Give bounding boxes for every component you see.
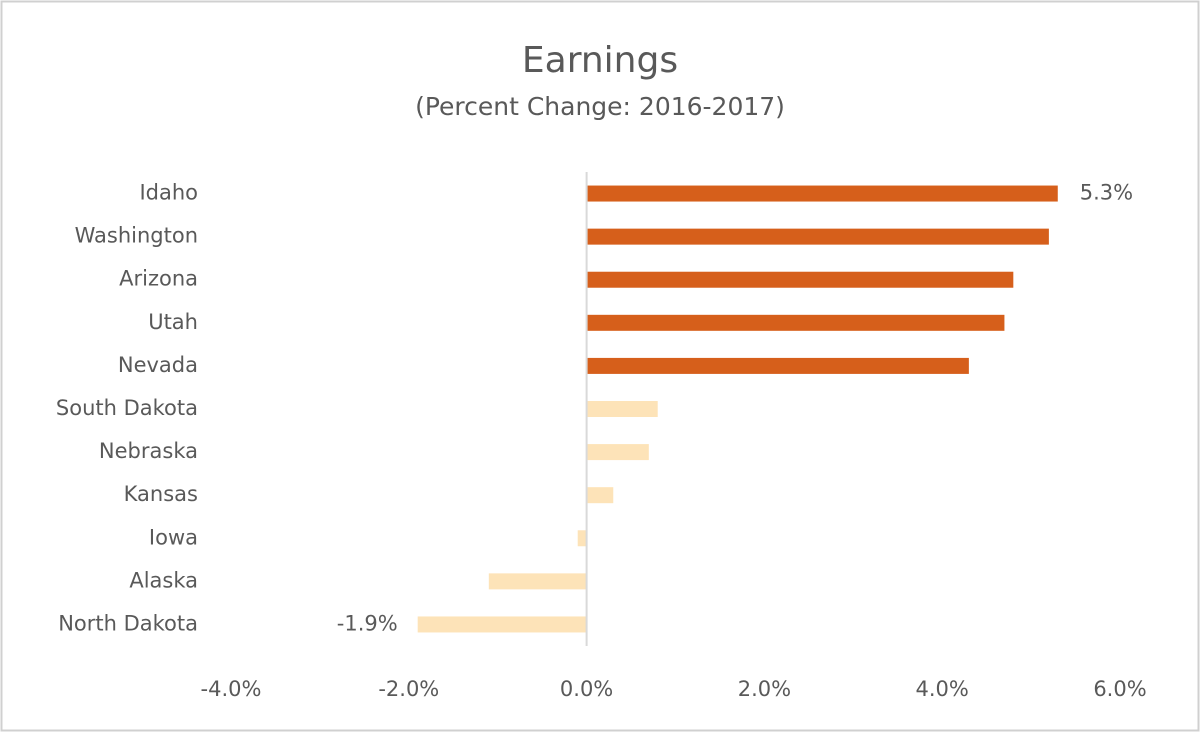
x-tick-label: 6.0%	[1093, 677, 1146, 701]
y-tick-label: Utah	[148, 310, 198, 334]
chart-title: Earnings	[522, 40, 678, 81]
bar	[586, 487, 614, 504]
bar	[586, 314, 1005, 331]
bar	[586, 444, 649, 461]
x-tick-label: 4.0%	[916, 677, 969, 701]
bar	[586, 228, 1049, 245]
bar	[417, 616, 587, 633]
y-tick-label: Washington	[75, 224, 198, 248]
y-tick-label: Nebraska	[99, 439, 198, 463]
x-tick-label: 0.0%	[560, 677, 613, 701]
y-tick-label: Nevada	[118, 353, 198, 377]
bar	[586, 401, 658, 417]
y-tick-label: Idaho	[139, 181, 198, 205]
y-tick-label: Arizona	[119, 267, 198, 291]
y-tick-label: Alaska	[129, 568, 198, 592]
bar	[586, 357, 969, 374]
bar	[577, 530, 587, 547]
y-tick-label: Iowa	[149, 525, 198, 549]
bar	[586, 185, 1058, 202]
x-tick-label: 2.0%	[738, 677, 791, 701]
x-tick-label: -2.0%	[378, 677, 439, 701]
chart-subtitle: (Percent Change: 2016-2017)	[415, 92, 785, 121]
bar	[586, 271, 1014, 288]
y-tick-label: South Dakota	[56, 396, 198, 420]
value-label: -1.9%	[337, 611, 398, 635]
x-tick-label: -4.0%	[201, 677, 262, 701]
value-label: 5.3%	[1080, 181, 1133, 205]
y-tick-label: North Dakota	[58, 611, 198, 635]
bar	[488, 573, 587, 590]
y-tick-label: Kansas	[124, 482, 198, 506]
